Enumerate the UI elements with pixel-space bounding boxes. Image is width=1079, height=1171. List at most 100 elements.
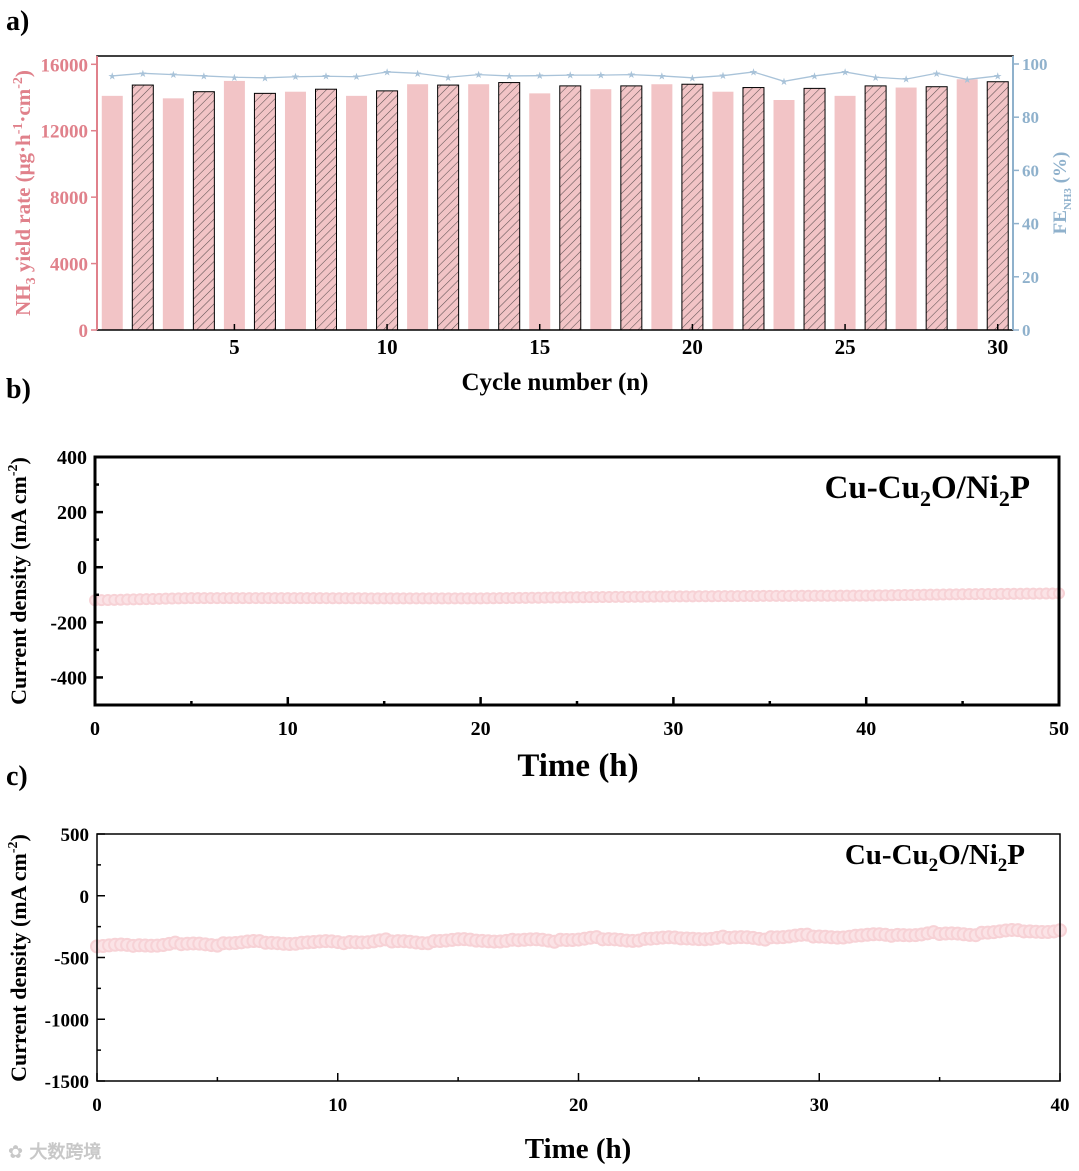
- y-left-tick-label: 16000: [41, 55, 89, 76]
- fe-star-marker: ★: [108, 71, 117, 82]
- bar-fill: [101, 95, 123, 330]
- bar-cycle-15: [529, 93, 551, 330]
- panel-a-right-ticks: 0 20 40 60 80 100: [1013, 55, 1048, 340]
- panel-c-frame: [96, 833, 1061, 1082]
- fe-star-marker: ★: [352, 72, 361, 83]
- bar-hatch: [437, 85, 459, 330]
- x-tick-label: 30: [663, 718, 683, 740]
- fe-star-marker: ★: [596, 71, 605, 82]
- bar-cycle-25: [834, 95, 856, 330]
- bar-cycle-17: [590, 89, 612, 330]
- bar-cycle-27: [895, 87, 917, 330]
- bar-cycle-18: [620, 85, 643, 331]
- bar-hatch: [681, 84, 703, 330]
- bar-cycle-20: [681, 83, 704, 331]
- x-tick-label: 20: [569, 1095, 588, 1116]
- x-tick-label: 10: [328, 1095, 347, 1116]
- bar-cycle-24: [803, 87, 826, 331]
- y-right-tick-label: 40: [1022, 215, 1039, 234]
- fe-star-marker: ★: [810, 71, 819, 82]
- y-tick-label: 200: [57, 502, 87, 524]
- bar-fill: [956, 79, 978, 331]
- y-left-tick-label: 4000: [50, 255, 88, 276]
- bar-cycle-4: [192, 91, 215, 331]
- bar-hatch: [254, 93, 276, 330]
- bar-fill: [284, 91, 306, 330]
- fe-star-marker: ★: [963, 75, 972, 86]
- x-tick-label: 50: [1049, 718, 1069, 740]
- fe-star-marker: ★: [780, 77, 789, 88]
- watermark-text: 大数跨境: [29, 1142, 102, 1163]
- x-tick-label: 40: [856, 718, 876, 740]
- x-tick-label: 30: [810, 1095, 829, 1116]
- fe-star-marker: ★: [169, 70, 178, 81]
- fe-star-marker: ★: [474, 70, 483, 81]
- panel-a-right-axis-title: FENH3 (%): [1050, 152, 1074, 235]
- bar-fill: [590, 89, 612, 330]
- fe-star-marker: ★: [993, 71, 1002, 82]
- watermark-icon: ✿: [8, 1142, 24, 1163]
- fe-star-marker: ★: [291, 72, 300, 83]
- panel-c-y-axis-title: Current density (mA cm-2): [6, 834, 31, 1082]
- fe-star-marker: ★: [871, 73, 880, 84]
- y-right-tick-label: 0: [1022, 321, 1031, 340]
- bar-hatch: [742, 87, 764, 330]
- y-right-tick-label: 80: [1022, 108, 1039, 127]
- bar-fill: [223, 80, 245, 330]
- y-right-tick-label: 20: [1022, 268, 1039, 287]
- bar-hatch: [804, 88, 826, 330]
- y-tick-label: 500: [61, 825, 90, 846]
- y-tick-label: -200: [50, 612, 87, 634]
- panel-c-x-axis-title: Time (h): [525, 1133, 632, 1165]
- bar-cycle-16: [559, 85, 582, 331]
- bar-cycle-21: [712, 91, 734, 330]
- bar-hatch: [987, 81, 1009, 330]
- panel-a-left-ticks: 0 4000 8000 12000 16000: [41, 55, 97, 342]
- bar-cycle-19: [651, 84, 673, 330]
- fe-star-marker: ★: [688, 73, 697, 84]
- x-tick-label: 0: [90, 718, 100, 740]
- bar-cycle-7: [284, 91, 306, 330]
- bar-cycle-12: [437, 84, 460, 331]
- y-left-tick-label: 8000: [50, 188, 88, 209]
- panel-b-y-axis-title: Current density (mA cm-2): [6, 457, 31, 705]
- y-left-tick-label: 0: [79, 321, 89, 342]
- bar-cycle-28: [925, 86, 948, 331]
- bar-cycle-23: [773, 100, 795, 330]
- panel-b: b) 0 10 20 30 40 50 400 200 0 -200 -400 Cu-Cu2O/N…: [6, 374, 1069, 784]
- panel-a-label: a): [6, 6, 29, 37]
- panel-b-x-ticks: 0 10 20 30 40 50: [90, 697, 1069, 740]
- x-tick-label: 5: [229, 335, 240, 359]
- bar-cycle-8: [315, 88, 337, 331]
- panel-b-y-ticks: 400 200 0 -200 -400: [50, 447, 103, 689]
- fe-star-marker: ★: [535, 71, 544, 82]
- fe-star-marker: ★: [413, 69, 422, 80]
- panel-c-y-ticks: 500 0 -500 -1000 -1500: [45, 825, 105, 1093]
- panel-a: a) ★ ★ ★ ★ ★ ★ ★ ★ ★ ★ ★ ★ ★ ★ ★ ★ ★ ★ ★ ★ ★ ★ ★ ★ ★ ★ ★ ★ ★ ★ 5 10 15 2…: [6, 6, 1074, 396]
- bar-fill: [773, 100, 795, 330]
- bar-cycle-9: [346, 95, 368, 330]
- bar-fill: [834, 95, 856, 330]
- fe-star-marker: ★: [718, 71, 727, 82]
- panel-b-points: [89, 587, 1065, 607]
- bar-cycle-5: [223, 80, 245, 330]
- x-tick-label: 20: [471, 718, 491, 740]
- bar-fill: [162, 98, 184, 330]
- bar-cycle-30: [986, 81, 1009, 331]
- bar-hatch: [620, 85, 642, 331]
- fe-star-marker: ★: [902, 75, 911, 86]
- bar-cycle-10: [376, 90, 399, 331]
- y-left-tick-label: 12000: [41, 122, 89, 143]
- fe-star-marker: ★: [627, 70, 636, 81]
- x-tick-label: 10: [377, 335, 398, 359]
- panel-a-left-axis-title: NH3 yield rate (μg·h-1·cm-2): [11, 70, 39, 316]
- bar-fill: [651, 84, 673, 330]
- panel-a-x-axis-title: Cycle number (n): [461, 369, 648, 396]
- bar-fill: [529, 93, 551, 330]
- bar-fill: [346, 95, 368, 330]
- x-tick-label: 0: [92, 1095, 102, 1116]
- panel-c-label: c): [6, 761, 28, 792]
- bar-hatch: [498, 82, 520, 330]
- fe-star-marker: ★: [505, 71, 514, 82]
